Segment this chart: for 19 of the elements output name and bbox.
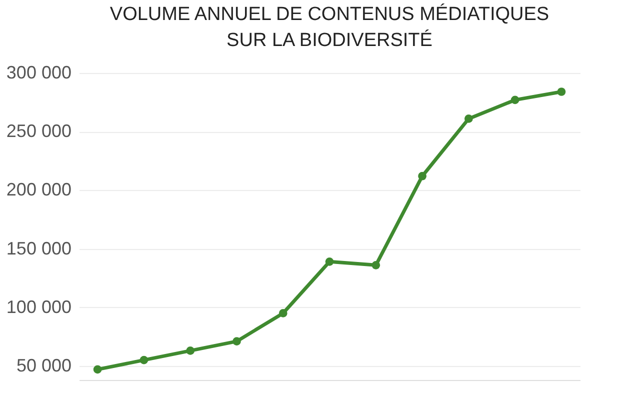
- point: [278, 309, 288, 318]
- point: [232, 337, 241, 346]
- point: [464, 114, 473, 123]
- y-tick-label: 100 000: [6, 296, 72, 317]
- point: [186, 346, 195, 355]
- point: [140, 356, 148, 364]
- y-tick-label: 150 000: [6, 238, 72, 258]
- point: [325, 257, 334, 266]
- text: VOLUME ANNUEL DE CONTENUS MÉDIATIQUES: [110, 4, 550, 25]
- y-tick-label: 300 000: [6, 62, 72, 82]
- y-tick-label: 50 000: [16, 355, 72, 376]
- point: [372, 260, 380, 270]
- point: [510, 96, 520, 104]
- y-tick-label: 200 000: [6, 180, 72, 200]
- point: [418, 172, 426, 180]
- y-tick-label: 250 000: [6, 121, 72, 142]
- point: [557, 88, 566, 96]
- point: [93, 365, 102, 374]
- text: SUR LA BIODIVERSITÉ: [226, 30, 432, 51]
